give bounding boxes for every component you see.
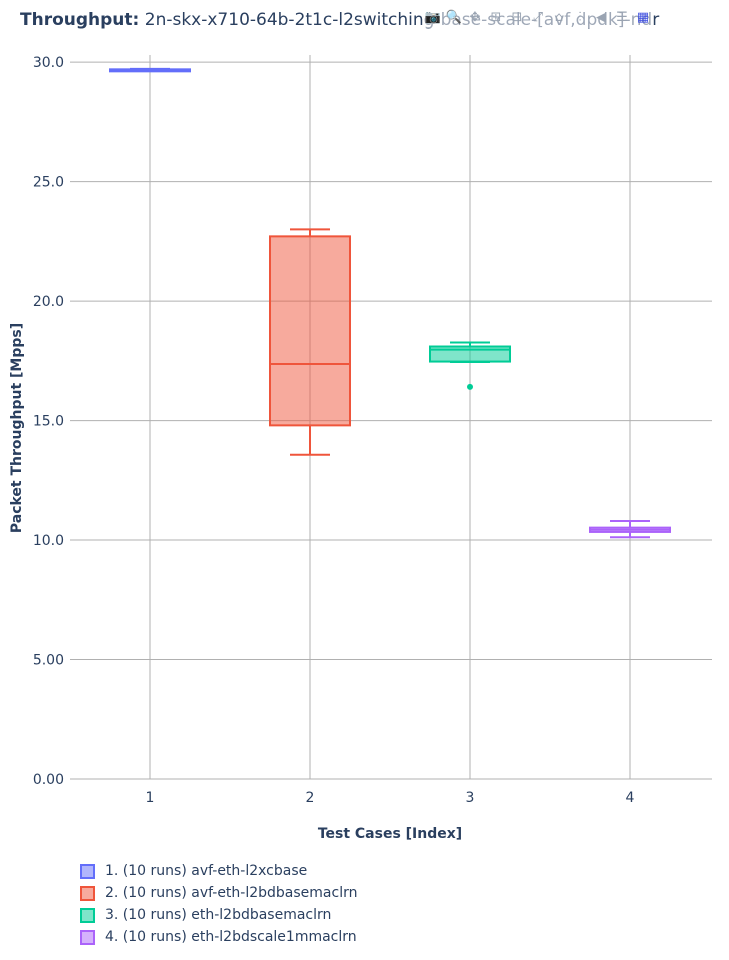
y-tick-label: 0.00 — [33, 772, 64, 788]
legend-swatch — [80, 907, 95, 923]
y-axis-title: Packet Throughput [Mpps] — [9, 323, 25, 533]
modebar: 📷 🔍 ✥ ⊞ ⊟ ⤢ ⌂ ⫶ ◀ ☰ ▦ — [424, 6, 652, 28]
y-axis-ticks: 0.00 5.00 10.0 15.0 20.0 25.0 30.0 — [33, 55, 64, 788]
reset-axes-icon[interactable]: ⌂ — [554, 9, 564, 25]
legend-item-4[interactable]: 4. (10 runs) eth-l2bdscale1mmaclrn — [80, 926, 357, 948]
grid-lines — [70, 55, 712, 780]
spike-lines-icon[interactable]: ⫶ — [578, 9, 582, 25]
y-tick-label: 15.0 — [33, 414, 64, 430]
x-tick-label: 3 — [466, 790, 475, 806]
box-series-1[interactable] — [109, 67, 191, 73]
legend-item-1[interactable]: 1. (10 runs) avf-eth-l2xcbase — [80, 860, 357, 882]
iqr-box — [269, 235, 351, 427]
box-plot-series — [109, 67, 671, 539]
legend-label: 4. (10 runs) eth-l2bdscale1mmaclrn — [105, 929, 357, 945]
y-tick-label: 30.0 — [33, 55, 64, 71]
legend-item-3[interactable]: 3. (10 runs) eth-l2bdbasemaclrn — [80, 904, 357, 926]
legend-item-2[interactable]: 2. (10 runs) avf-eth-l2bdbasemaclrn — [80, 882, 357, 904]
legend-swatch — [80, 929, 95, 945]
outlier-point — [467, 383, 473, 390]
legend-label: 2. (10 runs) avf-eth-l2bdbasemaclrn — [105, 885, 358, 901]
box-series-4[interactable] — [589, 519, 671, 539]
camera-icon[interactable]: 📷 — [424, 9, 442, 25]
x-tick-label: 4 — [626, 790, 635, 806]
zoom-in-icon[interactable]: ⊞ — [490, 9, 502, 25]
chart-title-bold: Throughput: — [20, 10, 140, 30]
x-tick-label: 2 — [306, 790, 315, 806]
y-tick-label: 10.0 — [33, 533, 64, 549]
x-tick-label: 1 — [146, 790, 155, 806]
pan-icon[interactable]: ✥ — [469, 9, 481, 25]
zoom-icon[interactable]: 🔍 — [445, 9, 463, 25]
box-series-3[interactable] — [429, 341, 511, 390]
legend-swatch — [80, 885, 95, 901]
box-series-2[interactable] — [269, 228, 351, 456]
legend: 1. (10 runs) avf-eth-l2xcbase 2. (10 runs… — [80, 860, 357, 948]
hover-closest-icon[interactable]: ◀ — [596, 9, 606, 25]
plotly-logo-icon[interactable]: ▦ — [636, 9, 650, 25]
hover-compare-icon[interactable]: ☰ — [616, 9, 628, 25]
zoom-out-icon[interactable]: ⊟ — [511, 9, 523, 25]
x-axis-ticks: 1 2 3 4 — [146, 790, 635, 806]
legend-label: 3. (10 runs) eth-l2bdbasemaclrn — [105, 907, 332, 923]
autoscale-icon[interactable]: ⤢ — [532, 9, 544, 25]
y-tick-label: 25.0 — [33, 175, 64, 191]
x-axis-title: Test Cases [Index] — [318, 826, 462, 842]
y-tick-label: 20.0 — [33, 294, 64, 310]
legend-swatch — [80, 863, 95, 879]
legend-label: 1. (10 runs) avf-eth-l2xcbase — [105, 863, 308, 879]
y-tick-label: 5.00 — [33, 653, 64, 669]
